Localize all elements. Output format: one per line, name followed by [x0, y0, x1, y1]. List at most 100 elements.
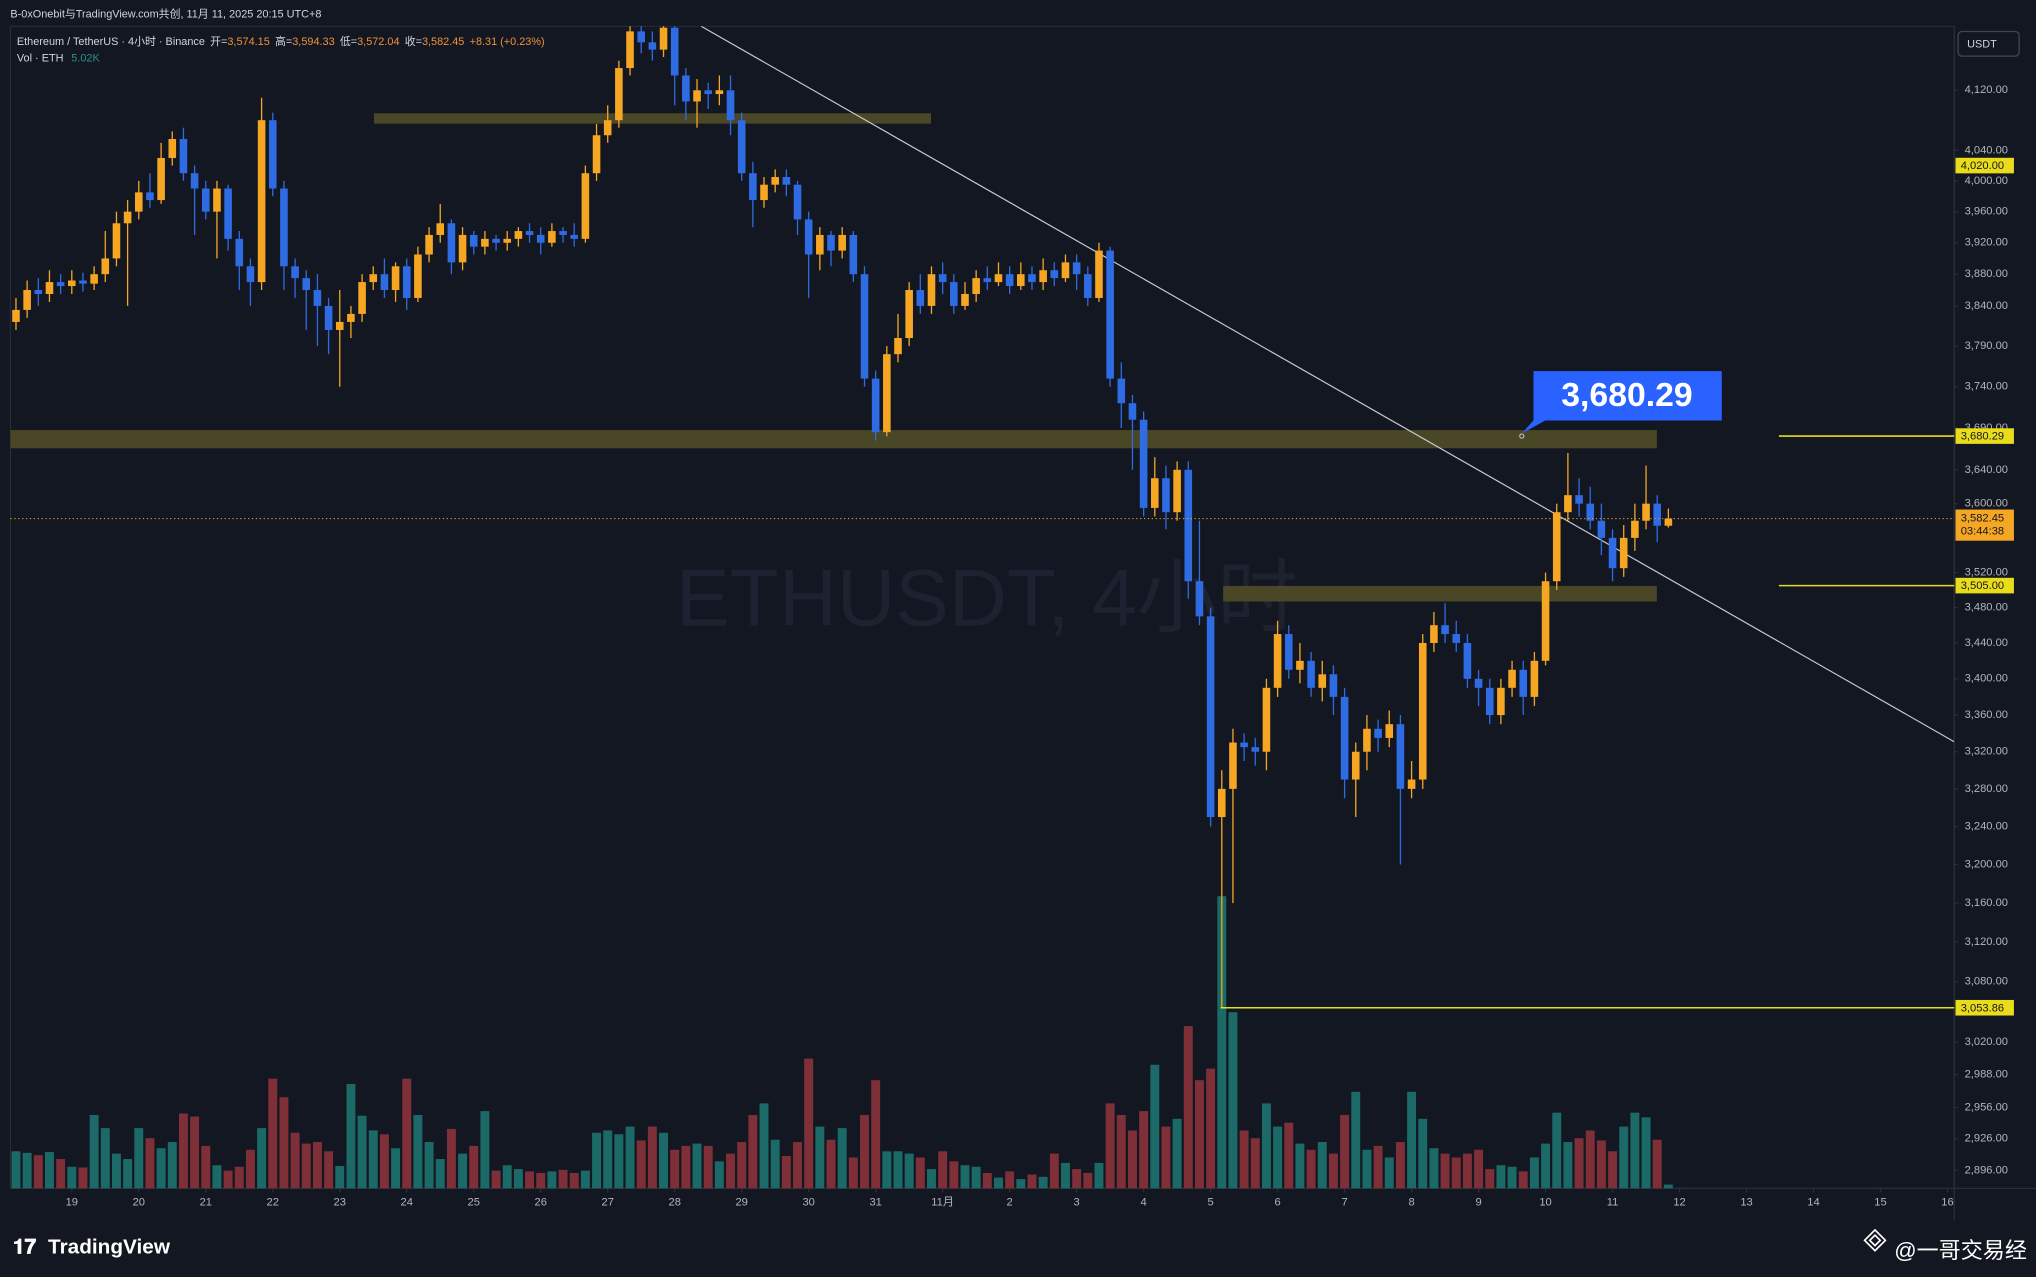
- candle-body: [1586, 503, 1595, 521]
- y-tick-label: 3,320.00: [1965, 746, 2008, 758]
- volume-bar: [11, 1151, 21, 1189]
- volume-bar: [670, 1149, 680, 1189]
- candle-body: [358, 282, 366, 314]
- candle-body: [1128, 403, 1137, 420]
- volume-bar: [1273, 1126, 1283, 1189]
- volume-bar: [1384, 1157, 1394, 1189]
- candle-body: [1363, 728, 1371, 752]
- volume-bar: [938, 1151, 948, 1189]
- candle-body: [1374, 728, 1382, 738]
- y-tick-label: 3,400.00: [1965, 673, 2008, 685]
- candle-body: [1430, 625, 1438, 643]
- candle-body: [737, 120, 746, 174]
- candle-body: [1485, 687, 1494, 716]
- volume-legend: Vol · ETH 5.02K: [17, 53, 101, 65]
- candle-body: [469, 234, 478, 247]
- volume-bar: [1574, 1138, 1584, 1189]
- volume-bar: [257, 1128, 267, 1189]
- volume-bar: [446, 1128, 456, 1189]
- candle-body: [1619, 537, 1628, 569]
- candle-body: [994, 274, 1003, 283]
- x-tick-label: 15: [1874, 1197, 1886, 1209]
- volume-bar: [1485, 1169, 1495, 1189]
- candle-body: [1229, 742, 1237, 789]
- y-tick-label: 2,896.00: [1965, 1164, 2008, 1176]
- volume-bar: [1418, 1118, 1428, 1189]
- volume-bar: [335, 1165, 345, 1189]
- x-tick-label: 22: [267, 1197, 279, 1209]
- volume-bar: [625, 1126, 635, 1189]
- candle-body: [804, 219, 813, 255]
- x-tick-label: 13: [1740, 1197, 1752, 1209]
- candle-body: [1284, 634, 1293, 670]
- level-label: 3,505.00: [1961, 580, 2004, 592]
- candle-body: [447, 223, 456, 263]
- candle-body: [56, 282, 65, 287]
- volume-bar: [826, 1139, 836, 1189]
- volume-bar: [1206, 1068, 1216, 1189]
- volume-bar: [22, 1152, 32, 1189]
- volume-bar: [1351, 1091, 1361, 1189]
- candle-body: [146, 192, 154, 201]
- candle-body: [235, 238, 244, 267]
- y-tick-label: 3,920.00: [1965, 237, 2008, 249]
- candle-body: [860, 274, 869, 379]
- volume-bar: [1284, 1122, 1294, 1189]
- volume-bar: [1116, 1114, 1126, 1189]
- candle-body: [324, 305, 333, 330]
- candle-body: [1664, 518, 1673, 526]
- volume-bar: [1641, 1117, 1651, 1189]
- last-price-bg: [1955, 509, 2014, 541]
- legend-low-label: 低=: [340, 35, 357, 48]
- currency-button[interactable]: [1957, 30, 2020, 57]
- y-tick-label: 3,160.00: [1965, 897, 2008, 909]
- candle-body: [1072, 262, 1081, 275]
- candle-body: [425, 234, 433, 255]
- currency[interactable]: USDT: [1967, 38, 1997, 50]
- candle-body: [246, 266, 255, 283]
- volume-bar: [1440, 1153, 1450, 1189]
- candle-body: [1162, 478, 1170, 513]
- x-tick-label: 10: [1539, 1197, 1551, 1209]
- y-tick-label: 4,120.00: [1965, 84, 2008, 96]
- candle-body: [481, 238, 489, 247]
- y-tick-label: 3,280.00: [1965, 783, 2008, 795]
- candle-body: [771, 177, 779, 185]
- candle-body: [693, 90, 701, 102]
- candle-body: [1017, 274, 1025, 287]
- volume-bar: [480, 1111, 490, 1189]
- y-tick-label: 3,960.00: [1965, 206, 2008, 218]
- level-label-bg: [1955, 999, 2014, 1016]
- y-tick-label: 3,880.00: [1965, 268, 2008, 280]
- volume-bar: [1239, 1130, 1249, 1189]
- y-tick-label: 3,790.00: [1965, 340, 2008, 352]
- candle-body: [938, 274, 947, 283]
- candle-body: [1463, 642, 1472, 679]
- volume-bar: [1541, 1143, 1551, 1189]
- candle-body: [347, 313, 355, 322]
- volume-bar: [927, 1169, 936, 1189]
- volume-bar: [726, 1153, 735, 1189]
- candle-body: [1385, 724, 1394, 738]
- candle-body: [380, 274, 389, 291]
- candle-body: [715, 90, 724, 95]
- candle-body: [391, 266, 400, 291]
- candle-body: [257, 120, 266, 283]
- x-tick-label: 7: [1341, 1197, 1347, 1209]
- x-tick-label: 31: [869, 1197, 881, 1209]
- candle-body: [112, 223, 121, 259]
- volume-bar: [580, 1170, 590, 1189]
- candle-body: [123, 211, 132, 224]
- volume-bar: [1005, 1171, 1015, 1189]
- volume-bar: [1340, 1114, 1350, 1189]
- volume-bar: [1608, 1151, 1618, 1189]
- candle-body: [1028, 274, 1036, 283]
- volume-bar: [89, 1114, 99, 1189]
- volume-bar: [692, 1143, 702, 1189]
- legend: Ethereum / TetherUS · 4小时 · Binance 开=3,5…: [17, 34, 545, 48]
- volume-bar: [346, 1084, 356, 1189]
- x-tick-label: 21: [200, 1197, 212, 1209]
- volume-bar: [893, 1151, 903, 1189]
- x-tick-label: 25: [468, 1197, 480, 1209]
- volume-bar: [1083, 1172, 1093, 1189]
